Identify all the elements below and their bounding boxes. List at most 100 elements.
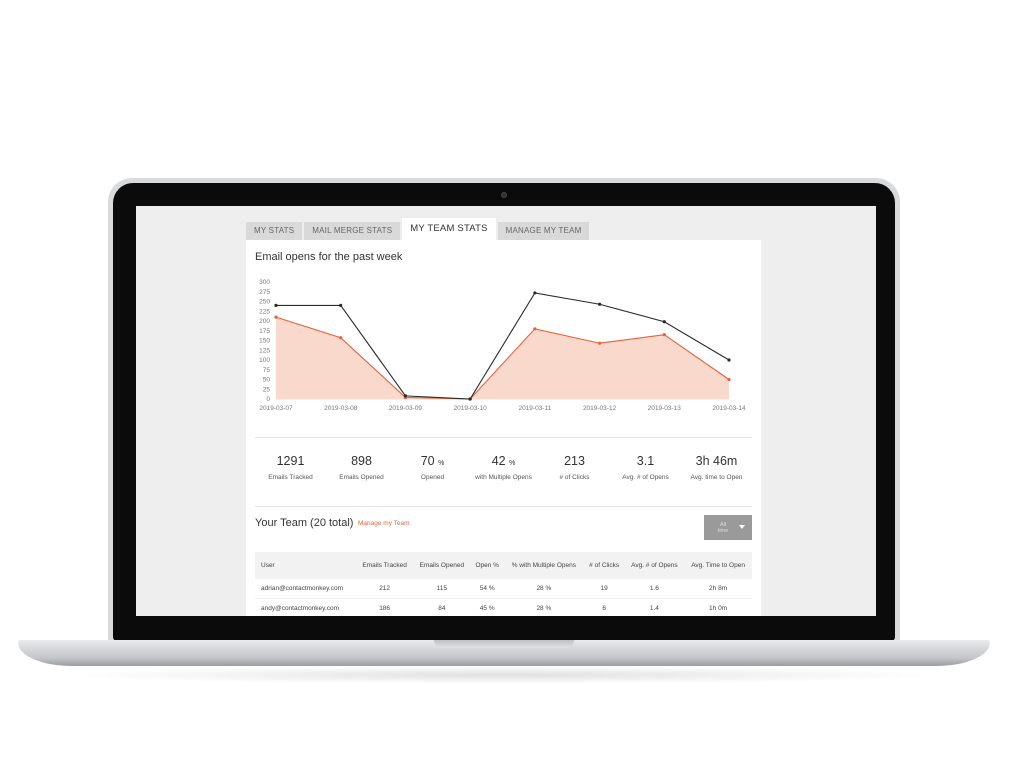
column-header[interactable]: Open % <box>470 552 504 579</box>
table-row[interactable]: adrian@contactmonkey.com 212 115 54 % 28… <box>255 579 752 599</box>
table-cell: 1.6 <box>624 579 685 599</box>
table-cell: 212 <box>356 579 414 599</box>
stat-value: 3.1 <box>636 454 655 468</box>
table-cell: 45 % <box>470 598 504 616</box>
tab-my-team-stats[interactable]: MY TEAM STATS <box>402 218 496 240</box>
column-header[interactable]: # of Clicks <box>583 552 625 579</box>
table-cell: 54 % <box>470 579 504 599</box>
divider <box>255 506 752 507</box>
series-area <box>276 317 729 399</box>
x-tick-label: 2019-03-11 <box>518 405 551 412</box>
stat-value: 3h 46m <box>695 454 738 468</box>
table-cell: 19 <box>583 579 625 599</box>
stat-avg-opens: 3.1 Avg. # of Opens <box>610 454 681 481</box>
stat-label: Emails Opened <box>339 474 384 481</box>
column-header[interactable]: Emails Tracked <box>356 552 414 579</box>
data-point[interactable] <box>597 341 602 345</box>
x-tick-label: 2019-03-12 <box>583 405 617 412</box>
tab-bar: MY STATS MAIL MERGE STATS MY TEAM STATS … <box>246 218 591 240</box>
x-tick-label: 2019-03-10 <box>454 405 488 412</box>
data-point[interactable] <box>274 315 278 319</box>
table-cell: 1h 0m <box>684 598 752 616</box>
laptop-shadow <box>60 666 948 684</box>
data-point[interactable] <box>339 303 343 307</box>
stat-value: 42 <box>491 454 506 468</box>
column-header[interactable]: User <box>255 552 356 579</box>
team-table: User Emails Tracked Emails Opened Open %… <box>255 552 752 616</box>
data-point[interactable] <box>727 377 731 382</box>
data-point[interactable] <box>597 302 602 306</box>
stat-value: 70 <box>420 454 435 468</box>
tab-my-stats[interactable]: MY STATS <box>246 222 303 240</box>
column-header[interactable]: Avg. # of Opens <box>624 552 685 579</box>
table-cell: 186 <box>356 598 414 616</box>
data-point[interactable] <box>533 327 537 331</box>
stat-value: 213 <box>564 454 585 468</box>
y-tick-label: 250 <box>259 299 270 306</box>
series-line <box>275 316 730 400</box>
table-header-row: User Emails Tracked Emails Opened Open %… <box>255 552 752 579</box>
stat-label: Avg. time to Open <box>690 474 743 481</box>
time-filter-label: All time <box>717 522 729 534</box>
data-point[interactable] <box>403 394 408 398</box>
data-point[interactable] <box>339 336 343 340</box>
chart-title: Email opens for the past week <box>255 251 403 263</box>
divider <box>255 437 752 438</box>
data-point[interactable] <box>662 333 666 337</box>
stat-label: Emails Tracked <box>268 474 313 481</box>
caret-down-icon <box>739 525 745 529</box>
x-tick-label: 2019-03-08 <box>324 405 358 412</box>
table-cell: adrian@contactmonkey.com <box>255 579 356 599</box>
stat-opened-percent: 70 % Opened <box>397 454 468 481</box>
table-cell: 28 % <box>503 598 584 616</box>
x-tick-label: 2019-03-14 <box>712 405 746 412</box>
time-filter-dropdown[interactable]: All time <box>704 515 752 540</box>
data-point[interactable] <box>533 291 537 295</box>
team-title: Your Team (20 total) <box>255 517 354 529</box>
table-cell: 84 <box>413 598 471 616</box>
table-cell: 2h 8m <box>684 579 752 599</box>
x-tick-label: 2019-03-09 <box>389 405 423 412</box>
manage-team-link[interactable]: Manage my Team <box>358 520 410 527</box>
data-point[interactable] <box>662 320 666 324</box>
tab-manage-my-team[interactable]: MANAGE MY TEAM <box>497 222 590 240</box>
stat-emails-opened: 898 Emails Opened <box>326 454 397 481</box>
column-header[interactable]: Avg. Time to Open <box>684 552 752 579</box>
stat-clicks: 213 # of Clicks <box>539 454 610 481</box>
y-tick-label: 150 <box>259 338 270 345</box>
stats-row: 1291 Emails Tracked 898 Emails Opened 70… <box>255 454 752 481</box>
x-tick-label: 2019-03-13 <box>648 405 682 412</box>
table-cell: 115 <box>413 579 471 599</box>
y-tick-label: 300 <box>259 279 270 286</box>
y-tick-label: 275 <box>259 289 270 296</box>
table-cell: 6 <box>583 598 625 616</box>
x-tick-label: 2019-03-07 <box>259 405 293 412</box>
laptop-notch <box>434 640 574 648</box>
data-point[interactable] <box>727 358 731 362</box>
screen: MY STATS MAIL MERGE STATS MY TEAM STATS … <box>136 206 876 616</box>
stat-value: 898 <box>351 454 372 468</box>
stat-unit: % <box>438 460 445 467</box>
y-tick-label: 50 <box>263 377 271 384</box>
stat-emails-tracked: 1291 Emails Tracked <box>255 454 326 481</box>
y-tick-label: 25 <box>263 386 271 393</box>
stats-panel: Email opens for the past week 300 275 250 2… <box>246 240 761 616</box>
stat-value: 1291 <box>276 454 305 468</box>
table-cell: andy@contactmonkey.com <box>255 598 356 616</box>
stat-avg-time-to-open: 3h 46m Avg. time to Open <box>681 454 752 481</box>
tab-mail-merge-stats[interactable]: MAIL MERGE STATS <box>304 222 401 240</box>
table-cell: 28 % <box>503 579 584 599</box>
y-tick-label: 225 <box>259 308 270 315</box>
data-point[interactable] <box>274 303 278 307</box>
stat-label: # of Clicks <box>559 474 590 481</box>
y-tick-label: 200 <box>259 318 270 325</box>
column-header[interactable]: % with Multiple Opens <box>503 552 584 579</box>
camera-icon <box>501 192 507 198</box>
column-header[interactable]: Emails Opened <box>413 552 471 579</box>
stat-label: with Multiple Opens <box>475 474 532 481</box>
data-point[interactable] <box>468 397 472 401</box>
table-cell: 1.4 <box>624 598 685 616</box>
table-row[interactable]: andy@contactmonkey.com 186 84 45 % 28 % … <box>255 598 752 616</box>
y-tick-label: 75 <box>263 367 271 374</box>
